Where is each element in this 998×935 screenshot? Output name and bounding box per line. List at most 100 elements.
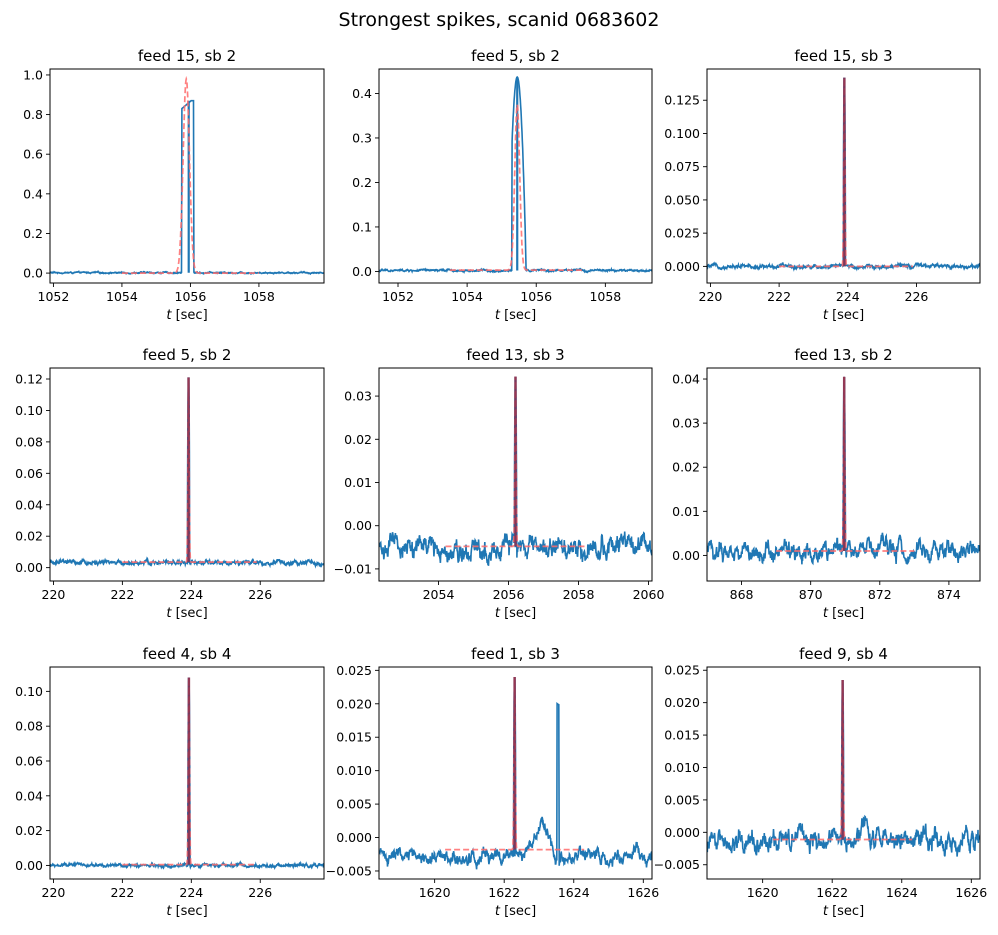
x-tick-label: 226: [248, 885, 272, 900]
x-axis-label-unit: [sec]: [500, 606, 536, 621]
y-tick-label: 0.10: [15, 403, 43, 418]
subplot-title: feed 15, sb 2: [138, 47, 236, 65]
x-axis-label: t [sec]: [495, 904, 536, 919]
y-tick-label: 0.000: [664, 259, 700, 274]
x-tick-label: 226: [248, 587, 272, 602]
y-tick-label: 0.025: [336, 663, 372, 678]
x-axis-label-var: t: [495, 308, 501, 323]
x-axis-label: t [sec]: [495, 308, 536, 323]
y-tick-label: 0.015: [664, 728, 700, 743]
subplot-4: feed 5, sb 2 220 222 224 226 0.00 0.02 0.04 0.06…: [15, 346, 325, 621]
y-tick-label: 0.020: [664, 695, 700, 710]
x-axis-label-var: t: [166, 606, 172, 621]
x-axis-label-var: t: [823, 904, 829, 919]
subplot-9: feed 9, sb 4 1620 1622 1624 1626 −0.005 0.000 0…: [654, 645, 988, 919]
y-tick-label: 0.04: [672, 372, 700, 387]
axes-frame: [378, 68, 653, 284]
x-tick-label: 1052: [382, 289, 414, 304]
y-tick-label: 0.6: [23, 147, 43, 162]
x-tick-label: 1054: [451, 289, 483, 304]
fit-line: [121, 75, 259, 274]
x-tick-label: 1624: [886, 885, 918, 900]
y-tick-label: 0.075: [664, 159, 700, 174]
y-tick-label: 0.06: [15, 466, 43, 481]
y-tick-label: 0.010: [664, 760, 700, 775]
y-tick-label: −0.01: [334, 561, 372, 576]
y-tick-label: 0.0: [23, 266, 43, 281]
fit-line: [779, 78, 913, 268]
x-axis-label: t [sec]: [823, 606, 864, 621]
x-tick-label: 1622: [816, 885, 848, 900]
y-tick-label: 0.08: [15, 434, 43, 449]
subplot-5: feed 13, sb 3 2054 2056 2058 2060 −0.01 0.00 0.…: [334, 346, 665, 621]
x-axis-label-unit: [sec]: [500, 904, 536, 919]
y-tick-label: 0.020: [336, 696, 372, 711]
y-tick-label: 0.4: [23, 186, 43, 201]
x-axis-label-var: t: [495, 904, 501, 919]
x-axis-label-var: t: [495, 606, 501, 621]
figure-title: Strongest spikes, scanid 0683602: [339, 9, 660, 31]
x-axis-label-unit: [sec]: [500, 308, 536, 323]
x-tick-label: 1056: [520, 289, 552, 304]
subplot-1: feed 15, sb 2 1052 1054 1056 1058 0.0 0.2 0.4 0.…: [23, 47, 325, 323]
subplot-grid: feed 15, sb 2 1052 1054 1056 1058 0.0 0.2 0.4 0.…: [15, 47, 987, 919]
subplot-2: feed 5, sb 2 1052 1054 1056 1058 0.0 0.1 0.2 0.3…: [352, 47, 653, 323]
signal-line: [379, 75, 652, 274]
x-tick-label: 1054: [106, 289, 138, 304]
x-tick-label: 224: [179, 587, 203, 602]
axes-frame: [706, 666, 981, 880]
y-tick-label: 0.12: [15, 372, 43, 387]
x-tick-label: 2060: [633, 587, 665, 602]
x-axis-label-var: t: [166, 904, 172, 919]
x-axis-label-var: t: [823, 308, 829, 323]
fit-line: [445, 376, 586, 548]
y-tick-label: 0.000: [664, 825, 700, 840]
x-tick-label: 222: [110, 885, 134, 900]
y-tick-label: −0.005: [654, 857, 700, 872]
y-tick-label: 0.00: [15, 858, 43, 873]
subplot-7: feed 4, sb 4 220 222 224 226 0.00 0.02 0.04 0.06…: [15, 645, 325, 919]
y-tick-label: 0.015: [336, 730, 372, 745]
x-axis-label: t [sec]: [166, 606, 207, 621]
subplot-8: feed 1, sb 3 1620 1622 1624 1626 −0.005 0.000 0…: [326, 645, 660, 919]
y-tick-label: 0.03: [344, 389, 372, 404]
y-tick-label: 0.1: [352, 219, 372, 234]
signal-line: [50, 679, 324, 871]
x-tick-label: 874: [937, 587, 961, 602]
y-tick-label: 0.00: [15, 560, 43, 575]
x-axis-label-unit: [sec]: [171, 308, 207, 323]
y-tick-label: 1.0: [23, 67, 43, 82]
x-axis-label: t [sec]: [166, 308, 207, 323]
x-axis-label: t [sec]: [823, 904, 864, 919]
y-tick-label: 0.02: [15, 529, 43, 544]
x-axis-label: t [sec]: [166, 904, 207, 919]
subplot-title: feed 1, sb 3: [471, 645, 560, 663]
x-axis-label: t [sec]: [823, 308, 864, 323]
x-tick-label: 2058: [563, 587, 595, 602]
x-tick-label: 2054: [423, 587, 455, 602]
y-tick-label: 0.050: [664, 192, 700, 207]
y-tick-label: 0.04: [15, 497, 43, 512]
subplot-title: feed 9, sb 4: [799, 645, 888, 663]
x-axis-label-unit: [sec]: [171, 606, 207, 621]
x-tick-label: 220: [42, 587, 66, 602]
y-tick-label: 0.02: [15, 823, 43, 838]
x-tick-label: 870: [799, 587, 823, 602]
axes-frame: [378, 666, 653, 880]
axes-frame: [49, 367, 325, 582]
x-tick-label: 2056: [493, 587, 525, 602]
y-tick-label: 0.00: [672, 548, 700, 563]
fit-line: [445, 676, 585, 851]
x-tick-label: 872: [868, 587, 892, 602]
x-tick-label: 226: [905, 289, 929, 304]
y-tick-label: 0.2: [352, 175, 372, 190]
y-tick-label: 0.100: [664, 126, 700, 141]
y-tick-label: 0.01: [672, 504, 700, 519]
axes-frame: [49, 666, 325, 880]
x-tick-label: 1056: [175, 289, 207, 304]
y-tick-label: 0.025: [664, 226, 700, 241]
x-tick-label: 220: [699, 289, 723, 304]
y-tick-label: 0.005: [664, 792, 700, 807]
y-tick-label: 0.01: [344, 475, 372, 490]
